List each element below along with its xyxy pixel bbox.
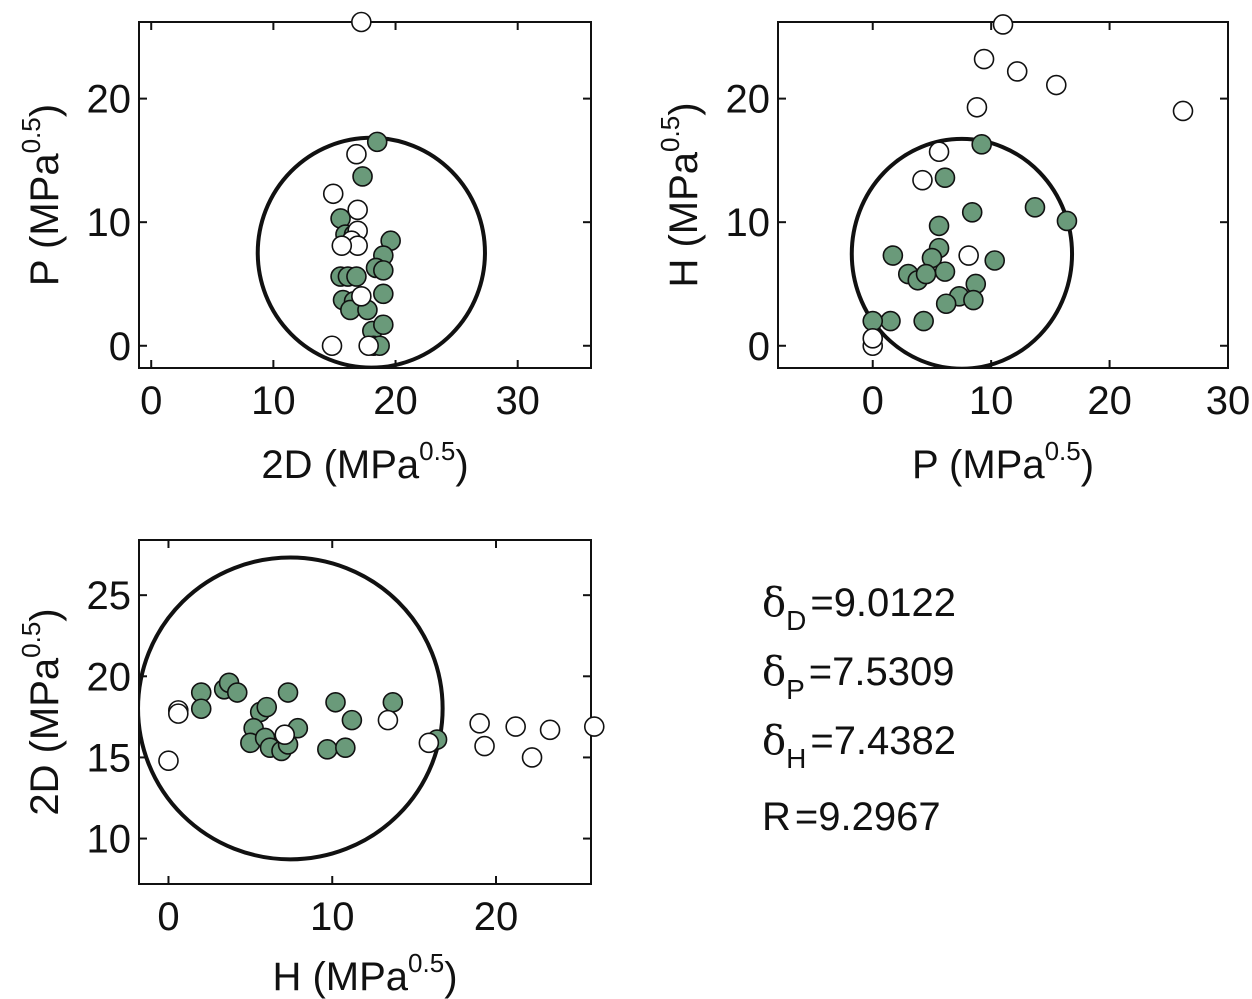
good-solvent-point xyxy=(971,134,992,155)
poor-solvent-point xyxy=(321,335,343,357)
poor-solvent-point xyxy=(862,328,884,349)
x-tick-label: 20 xyxy=(474,895,519,939)
parameter-readout: δD =9.0122 δP =7.5309 δH =7.4382 R =9.2967 xyxy=(762,580,956,839)
x-axis-label: 2D (MPa0.5) xyxy=(261,436,468,487)
poor-solvent-point xyxy=(274,724,296,746)
poor-solvent-point xyxy=(958,245,979,266)
y-tick-label: 25 xyxy=(87,574,132,618)
good-solvent-point xyxy=(317,739,338,760)
poor-solvent-point xyxy=(1006,61,1028,82)
good-solvent-point xyxy=(373,260,394,281)
poor-solvent-point xyxy=(474,735,495,757)
good-solvent-point xyxy=(373,283,394,305)
good-solvent-point xyxy=(373,314,394,336)
poor-solvent-point xyxy=(168,703,189,724)
good-solvent-point xyxy=(984,250,1006,271)
x-tick-label: 0 xyxy=(862,379,884,423)
good-solvent-point xyxy=(934,167,956,188)
good-solvent-point xyxy=(915,263,937,285)
solubility-sphere-circle xyxy=(849,136,1075,368)
good-solvent-point xyxy=(325,691,346,713)
good-solvent-point xyxy=(256,696,278,718)
poor-solvent-point xyxy=(912,169,933,191)
x-tick-label: 30 xyxy=(1206,379,1251,423)
poor-solvent-point xyxy=(928,141,950,163)
y-tick-label: 20 xyxy=(87,655,132,699)
y-tick-label: 20 xyxy=(726,78,771,122)
param-delta-p: δP =7.5309 xyxy=(762,649,954,705)
good-solvent-point xyxy=(862,310,884,332)
good-solvent-point xyxy=(1024,197,1046,218)
good-solvent-point xyxy=(346,266,367,287)
good-solvent-point xyxy=(913,310,934,332)
x-axis-label: H (MPa0.5) xyxy=(272,948,457,999)
poor-solvent-point xyxy=(346,143,367,165)
good-solvent-point xyxy=(335,737,356,758)
panel-2d-vs-h: 0 10 20 10 15 20 25 H (MPa0.5) 2D (MPa0.5) xyxy=(16,539,605,999)
good-solvent-point xyxy=(352,166,373,187)
good-solvent-point xyxy=(934,261,956,282)
x-axis-label: P (MPa0.5) xyxy=(912,436,1094,487)
good-solvent-point xyxy=(880,310,901,332)
good-solvent-point xyxy=(963,289,984,311)
param-delta-d: δD =9.0122 xyxy=(762,580,956,636)
y-tick-label: 0 xyxy=(109,325,131,369)
x-tick-label: 10 xyxy=(969,379,1014,423)
y-tick-label: 10 xyxy=(87,818,132,862)
y-tick-label: 10 xyxy=(87,201,132,245)
poor-solvent-point xyxy=(351,11,372,33)
panel-h-vs-p: 0 10 20 30 0 10 20 P (MPa0.5) H (MPa0.5) xyxy=(655,14,1251,487)
poor-solvent-point xyxy=(1045,74,1067,96)
poor-solvent-point xyxy=(358,335,379,357)
y-tick-label: 0 xyxy=(748,325,770,369)
param-radius: R =9.2967 xyxy=(762,795,941,839)
good-solvent-point xyxy=(935,293,957,315)
plot-frame xyxy=(777,21,1229,369)
poor-solvent-point xyxy=(351,286,372,307)
param-delta-h: δH =7.4382 xyxy=(762,718,956,774)
good-solvent-point xyxy=(1056,210,1078,232)
poor-solvent-point xyxy=(539,719,561,741)
poor-solvent-point xyxy=(331,235,353,256)
good-solvent-point xyxy=(277,682,299,703)
poor-solvent-point xyxy=(992,14,1014,35)
poor-solvent-point xyxy=(377,709,399,731)
poor-solvent-point xyxy=(521,747,543,768)
x-tick-label: 0 xyxy=(140,379,162,423)
y-tick-label: 20 xyxy=(87,78,132,122)
poor-solvent-point xyxy=(1172,100,1194,122)
good-solvent-point xyxy=(226,682,248,703)
poor-solvent-point xyxy=(322,183,344,205)
panel-p-vs-2d: 0 10 20 30 0 10 20 2D (MPa0.5) P (MPa0.5) xyxy=(16,11,592,487)
y-axis-label: P (MPa0.5) xyxy=(16,104,67,286)
good-solvent-point xyxy=(882,245,904,266)
x-tick-label: 20 xyxy=(1087,379,1132,423)
x-tick-label: 30 xyxy=(495,379,540,423)
y-axis-label: H (MPa0.5) xyxy=(655,102,706,287)
solubility-sphere-circle xyxy=(139,555,445,862)
poor-solvent-point xyxy=(158,750,179,771)
good-solvent-point xyxy=(341,709,363,731)
good-solvent-point xyxy=(928,215,950,237)
good-solvent-point xyxy=(382,691,404,713)
x-tick-label: 20 xyxy=(373,379,418,423)
good-solvent-point xyxy=(366,131,388,153)
poor-solvent-point xyxy=(966,96,988,118)
good-solvent-point xyxy=(190,698,212,720)
poor-solvent-point xyxy=(469,713,490,734)
y-tick-label: 15 xyxy=(87,736,132,780)
poor-solvent-point xyxy=(347,199,368,221)
x-tick-label: 0 xyxy=(157,895,179,939)
y-axis-label: 2D (MPa0.5) xyxy=(16,608,67,815)
poor-solvent-point xyxy=(418,732,440,754)
poor-solvent-point xyxy=(973,48,995,70)
good-solvent-point xyxy=(961,202,983,223)
poor-solvent-point xyxy=(505,716,526,737)
y-tick-label: 10 xyxy=(726,201,771,245)
x-tick-label: 10 xyxy=(310,895,355,939)
poor-solvent-point xyxy=(583,716,605,737)
x-tick-label: 10 xyxy=(251,379,296,423)
